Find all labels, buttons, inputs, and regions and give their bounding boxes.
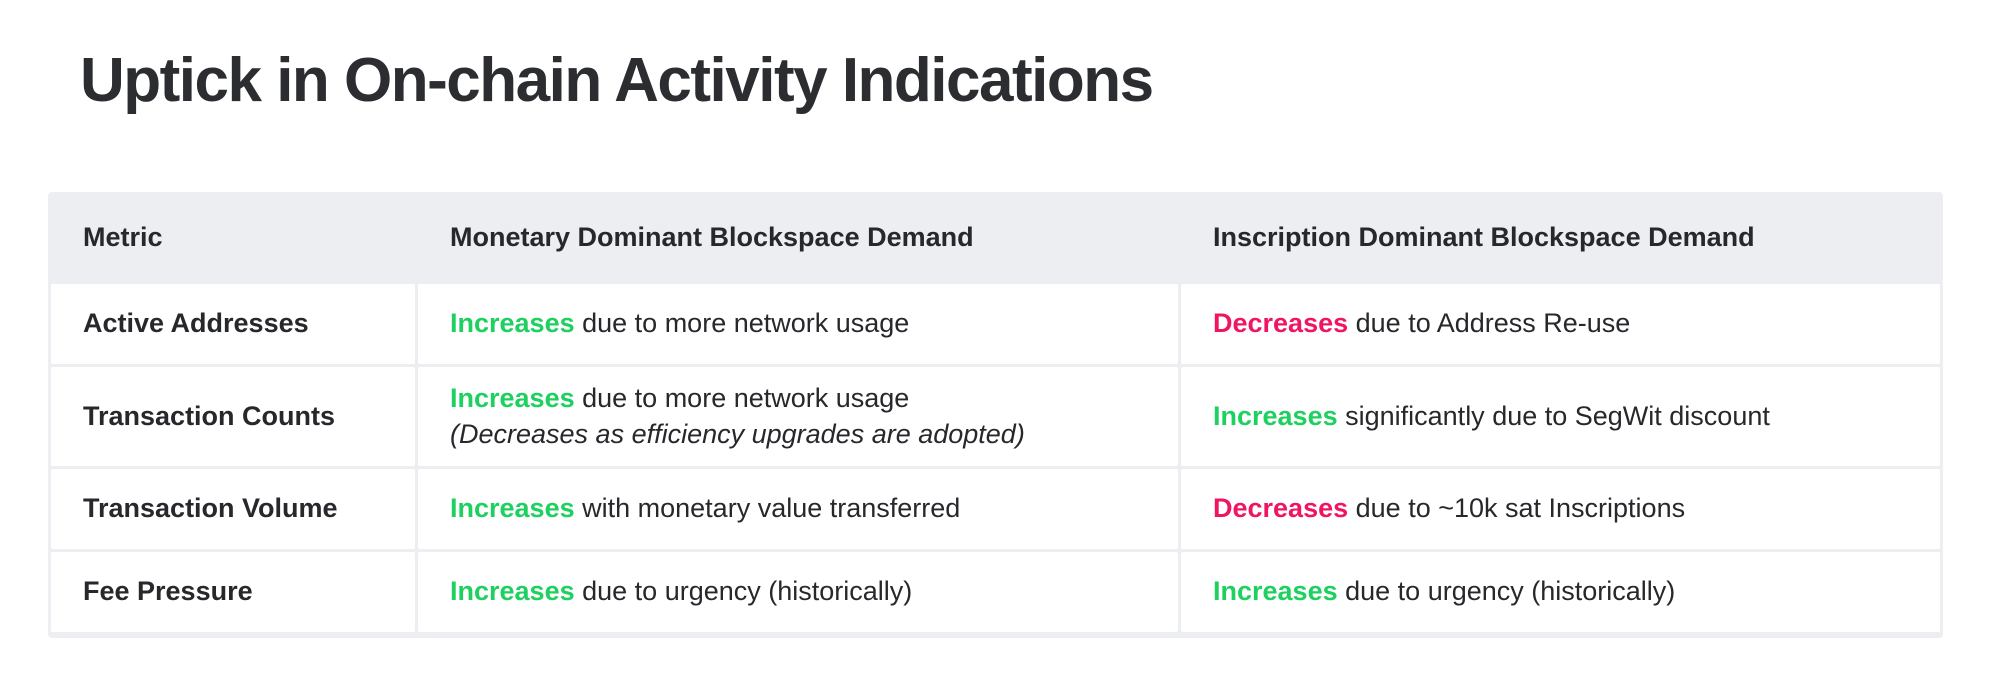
activity-indications-table: Metric Monetary Dominant Blockspace Dema… xyxy=(48,192,1943,639)
inscription-cell: Decreases due to Address Re-use xyxy=(1181,284,1940,364)
cell-line: Increases due to urgency (historically) xyxy=(450,574,1150,610)
cell-line: Increases significantly due to SegWit di… xyxy=(1213,399,1912,435)
metric-label: Transaction Volume xyxy=(51,469,415,550)
inscription-cell: Decreases due to ~10k sat Inscriptions xyxy=(1181,469,1940,550)
monetary-cell: Increases due to urgency (historically) xyxy=(418,552,1178,633)
metric-label: Transaction Counts xyxy=(51,367,415,467)
metric-label: Active Addresses xyxy=(51,284,415,364)
cell-note: (Decreases as efficiency upgrades are ad… xyxy=(450,418,1025,449)
monetary-cell: Increases due to more network usage (Dec… xyxy=(418,367,1178,467)
table-row-fee-pressure: Fee Pressure Increases due to urgency (h… xyxy=(51,552,1940,633)
cell-text: with monetary value transferred xyxy=(582,493,961,524)
table-header-row: Metric Monetary Dominant Blockspace Dema… xyxy=(51,195,1940,281)
cell-text: due to more network usage xyxy=(582,383,910,413)
cell-text: due to more network usage xyxy=(582,308,910,339)
page-title: Uptick in On-chain Activity Indications xyxy=(80,46,1154,115)
header-cell-inscription: Inscription Dominant Blockspace Demand xyxy=(1213,222,1755,253)
cell-line: Increases due to more network usage xyxy=(450,306,1150,342)
inscription-cell: Increases due to urgency (historically) xyxy=(1181,552,1940,633)
cell-text: significantly due to SegWit discount xyxy=(1345,400,1770,431)
cell-text: due to ~10k sat Inscriptions xyxy=(1355,493,1686,524)
table-row-transaction-volume: Transaction Volume Increases with moneta… xyxy=(51,469,1940,550)
trend-keyword: Increases xyxy=(450,493,575,524)
table-row-active-addresses: Active Addresses Increases due to more n… xyxy=(51,284,1940,364)
trend-keyword: Increases xyxy=(450,308,575,339)
trend-keyword: Increases xyxy=(450,576,575,607)
trend-keyword: Increases xyxy=(450,383,575,413)
table-row-transaction-counts: Transaction Counts Increases due to more… xyxy=(51,367,1940,467)
cell-line: Increases due to urgency (historically) xyxy=(1213,574,1912,610)
trend-keyword: Decreases xyxy=(1213,493,1349,524)
monetary-cell: Increases due to more network usage xyxy=(418,284,1178,364)
trend-keyword: Increases xyxy=(1213,576,1338,607)
cell-text: due to urgency (historically) xyxy=(1345,576,1676,607)
cell-line: Increases with monetary value transferre… xyxy=(450,491,1150,527)
trend-keyword: Decreases xyxy=(1213,308,1349,339)
inscription-cell: Increases significantly due to SegWit di… xyxy=(1181,367,1940,467)
cell-text: due to Address Re-use xyxy=(1355,308,1631,339)
metric-label: Fee Pressure xyxy=(51,552,415,633)
trend-keyword: Increases xyxy=(1213,400,1338,431)
monetary-cell: Increases with monetary value transferre… xyxy=(418,469,1178,550)
cell-line: Decreases due to ~10k sat Inscriptions xyxy=(1213,491,1912,527)
cell-line: Increases due to more network usage xyxy=(450,381,1150,417)
cell-text: due to urgency (historically) xyxy=(582,576,913,607)
header-cell-metric: Metric xyxy=(83,222,163,253)
header-cell-monetary: Monetary Dominant Blockspace Demand xyxy=(450,222,974,253)
cell-line: Decreases due to Address Re-use xyxy=(1213,306,1912,342)
